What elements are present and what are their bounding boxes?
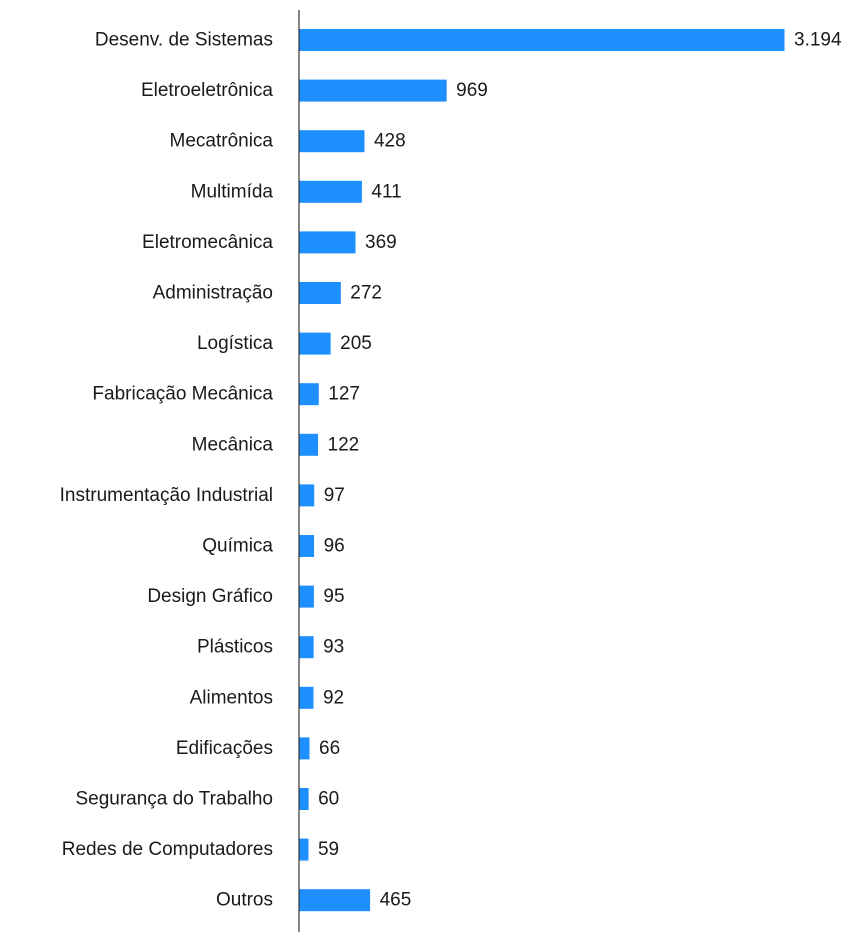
value-label: 411 (371, 181, 401, 202)
bar (299, 535, 315, 557)
value-label: 465 (380, 890, 412, 911)
category-label: Fabricação Mecânica (92, 384, 273, 405)
category-label: Eletroeletrônica (141, 80, 273, 101)
category-label: Desenv. de Sistemas (95, 30, 273, 51)
category-label: Edificações (176, 738, 273, 759)
category-label: Mecânica (192, 434, 274, 455)
category-label: Logística (197, 333, 273, 354)
category-label: Química (202, 536, 273, 557)
category-labels-group: Desenv. de Sistemas Eletroeletrônica Mecat… (60, 30, 274, 911)
category-label: Administração (153, 283, 273, 304)
bar (299, 737, 310, 760)
value-label: 369 (365, 232, 397, 253)
category-label: Mecatrônica (170, 131, 274, 152)
bar (299, 585, 314, 608)
bar (299, 889, 371, 912)
bar (299, 231, 356, 254)
value-label: 92 (323, 687, 344, 708)
value-label: 969 (456, 80, 488, 101)
category-label: Segurança do Trabalho (75, 789, 273, 810)
value-label: 95 (323, 586, 344, 607)
category-label: Outros (216, 890, 273, 911)
category-label: Multimída (191, 181, 274, 202)
bar (299, 838, 309, 861)
bar (299, 433, 319, 456)
value-label: 3.194 (794, 30, 842, 51)
value-label: 205 (340, 333, 372, 354)
value-label: 272 (350, 283, 382, 304)
value-labels-group: 3.194 969 428 411 369 272 205 127 122 97 96 95 93 92 6… (318, 30, 842, 911)
bar (299, 686, 314, 709)
bar (299, 180, 362, 203)
bar (299, 29, 785, 51)
bar (299, 484, 315, 507)
bar (299, 282, 341, 304)
value-label: 97 (324, 485, 345, 506)
bar (299, 79, 447, 102)
value-label: 93 (323, 637, 344, 658)
bar (299, 383, 319, 406)
bar (299, 788, 309, 810)
category-label: Alimentos (190, 687, 273, 708)
value-label: 127 (328, 384, 360, 405)
bar (299, 332, 331, 355)
bar (299, 636, 314, 659)
value-label: 96 (324, 536, 345, 557)
category-label: Plásticos (197, 637, 273, 658)
value-label: 66 (319, 738, 340, 759)
category-label: Instrumentação Industrial (60, 485, 273, 506)
category-label: Redes de Computadores (62, 839, 273, 860)
bar (299, 130, 365, 153)
category-label: Design Gráfico (147, 586, 273, 607)
value-label: 60 (318, 789, 339, 810)
value-label: 59 (318, 839, 339, 860)
value-label: 122 (328, 434, 360, 455)
bars-group (299, 29, 785, 912)
category-label: Eletromecânica (142, 232, 273, 253)
value-label: 428 (374, 131, 406, 152)
